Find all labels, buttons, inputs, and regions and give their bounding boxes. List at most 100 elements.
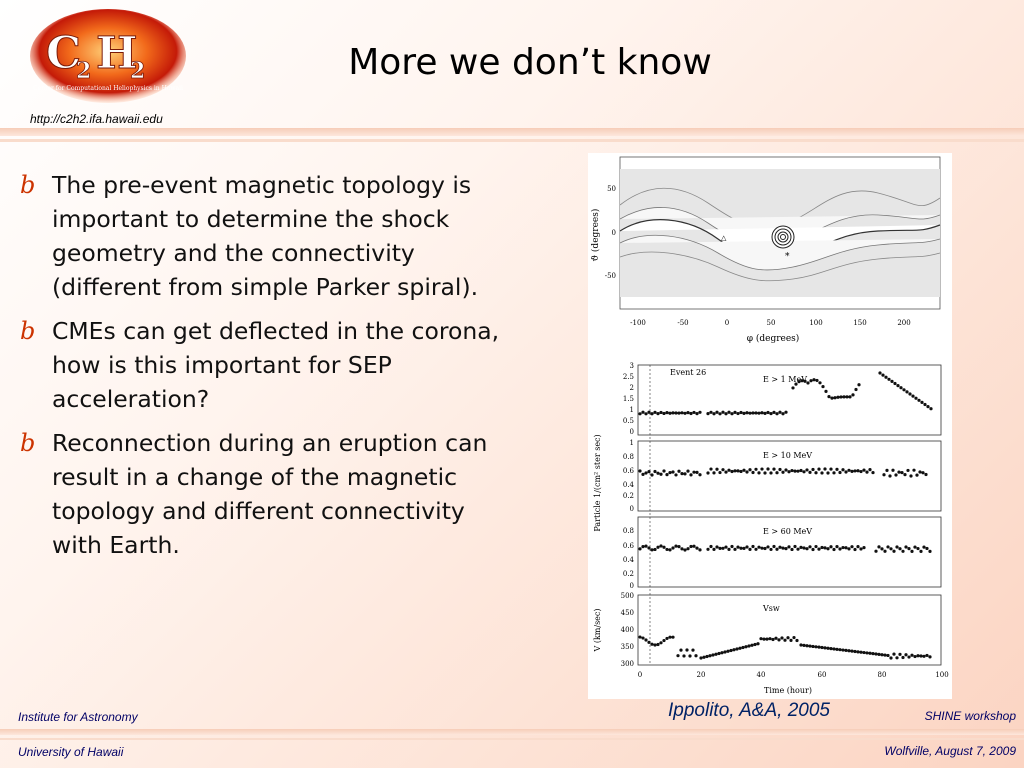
data-point [757,545,761,549]
data-point [787,545,791,549]
data-point [889,547,893,551]
svg-text:*: * [785,252,790,262]
data-point [821,384,825,389]
y-axis-label: ϑ (degrees) [590,209,601,262]
svg-text:2.5: 2.5 [623,373,634,381]
data-point [900,470,904,475]
data-point [751,470,755,475]
data-point [662,545,666,549]
data-point [674,544,678,548]
data-point [650,548,654,552]
data-point [913,654,917,659]
svg-text:0.8: 0.8 [623,453,634,461]
panel3-y-ticks: 0.8 0.6 0.4 0.2 0 [623,527,635,590]
data-point [853,469,857,473]
data-point [738,646,742,650]
svg-text:0.6: 0.6 [623,542,635,550]
data-point [715,545,719,549]
data-point [916,654,920,658]
data-point [790,468,794,473]
x-tick: 200 [897,319,910,327]
bullet-text: Reconnection during an eruption can resu… [52,429,488,559]
data-point [922,545,926,549]
data-point [817,645,821,649]
data-point [799,468,803,473]
data-point [698,410,702,414]
data-point [733,410,737,414]
data-point [784,546,788,551]
data-point [720,651,724,655]
data-point [644,638,648,642]
data-point [914,396,918,400]
data-point [791,386,795,390]
data-point [680,472,684,476]
data-point [850,545,854,549]
data-point [832,547,836,552]
data-point [818,381,822,385]
data-point [644,544,648,548]
data-point [823,546,827,550]
data-point [775,547,779,551]
x-tick: -50 [677,319,688,327]
data-point [760,467,764,471]
data-point [891,468,895,472]
data-point [886,653,890,658]
data-point [745,411,749,415]
data-point [742,411,746,415]
data-point [689,544,693,549]
data-point [780,636,784,640]
data-point [724,412,728,416]
data-point [850,469,854,473]
data-point [656,412,660,416]
data-point [656,471,660,475]
data-point [695,546,699,550]
panel-label: E > 10 MeV [763,451,812,460]
data-point [857,383,861,387]
data-point [686,469,690,473]
data-point [845,395,849,399]
data-point [815,378,819,383]
data-point [694,654,698,658]
data-point [839,395,843,399]
data-point [917,398,921,402]
data-point [853,649,857,654]
data-point [909,474,913,478]
data-point [665,547,669,552]
data-point [929,407,933,411]
data-point [778,410,782,414]
svg-text:100: 100 [935,671,948,679]
data-point [903,473,907,477]
data-point [859,469,863,474]
data-point [721,410,725,414]
time-axis-label: Time (hour) [764,686,812,695]
website-url[interactable]: http://c2h2.ifa.hawaii.edu [30,112,163,126]
data-point [765,637,769,641]
data-point [793,469,797,473]
data-point [824,389,828,394]
data-point [641,636,645,640]
data-point [709,410,713,414]
data-point [784,468,788,472]
data-point [771,637,775,642]
data-point [739,546,743,550]
data-point [920,400,924,404]
data-point [811,547,815,552]
data-point [793,544,797,549]
data-point [659,641,663,645]
data-point [844,470,848,474]
data-point [747,644,751,648]
data-point [829,467,833,471]
data-point [844,546,848,550]
svg-text:0.8: 0.8 [623,527,634,535]
data-point [769,471,773,475]
data-point [709,544,713,549]
data-point [756,642,760,646]
data-point [729,648,733,653]
data-point [741,645,745,650]
data-point [653,643,657,647]
x-tick: -100 [630,319,646,327]
data-point [918,470,922,474]
data-point [671,411,675,415]
data-point [859,650,863,654]
data-point [638,547,642,551]
